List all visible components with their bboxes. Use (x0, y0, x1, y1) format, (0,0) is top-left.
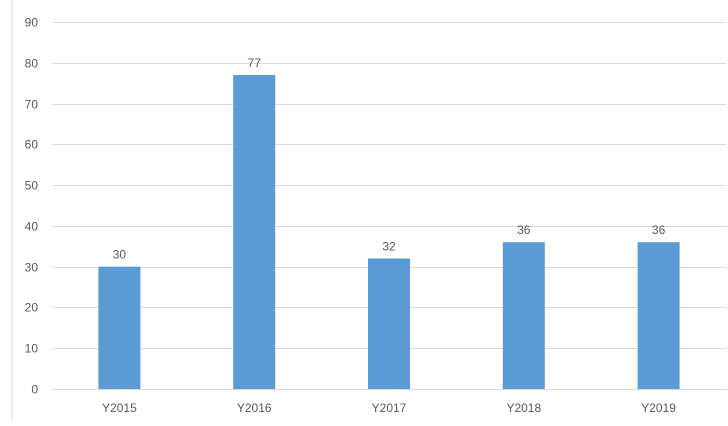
data-labels: 30 77 32 36 36 (113, 56, 666, 262)
bars (98, 75, 680, 389)
y-tick-label: 30 (25, 261, 39, 275)
bar-Y2015 (98, 266, 141, 389)
data-label-Y2016: 77 (248, 56, 262, 70)
y-tick-label: 40 (25, 220, 39, 234)
y-tick-label: 10 (25, 342, 39, 356)
y-tick-label: 90 (25, 16, 39, 30)
bar-Y2016 (233, 75, 276, 389)
y-tick-label: 60 (25, 138, 39, 152)
y-tick-label: 50 (25, 179, 39, 193)
data-label-Y2018: 36 (517, 223, 531, 237)
x-tick-label: Y2015 (102, 401, 137, 415)
data-label-Y2019: 36 (652, 223, 666, 237)
y-tick-label: 80 (25, 57, 39, 71)
x-tick-label: Y2017 (372, 401, 407, 415)
y-tick-label: 20 (25, 301, 39, 315)
y-tick-label: 0 (31, 383, 38, 397)
bar-Y2017 (368, 258, 410, 389)
x-tick-label: Y2018 (506, 401, 541, 415)
gridlines (52, 22, 726, 390)
x-tick-label: Y2019 (641, 401, 676, 415)
y-axis-ticks: 0 10 20 30 40 50 60 70 80 90 (25, 16, 39, 397)
x-tick-label: Y2016 (237, 401, 272, 415)
data-label-Y2017: 32 (382, 240, 396, 254)
y-tick-label: 70 (25, 98, 39, 112)
bar-Y2019 (637, 242, 680, 389)
bar-Y2018 (502, 242, 545, 389)
data-label-Y2015: 30 (113, 248, 127, 262)
x-axis-ticks: Y2015 Y2016 Y2017 Y2018 Y2019 (102, 401, 676, 415)
